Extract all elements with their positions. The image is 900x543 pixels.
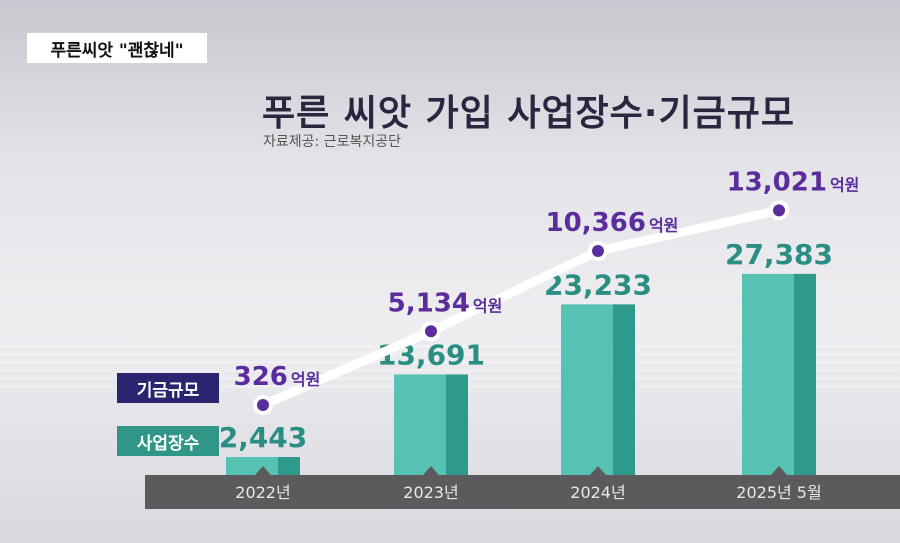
- legend-fund-size: 기금규모: [117, 373, 219, 403]
- x-tick-label-3: 2025년 5월: [736, 483, 821, 502]
- bar-3: [742, 273, 794, 475]
- fund-label-1: 5,134 억원: [388, 288, 503, 318]
- fund-label-2: 10,366 억원: [546, 208, 679, 238]
- news-caption-tag: 푸른씨앗 "괜찮네": [27, 33, 207, 63]
- fund-label-0: 326 억원: [234, 362, 321, 392]
- bar-2: [561, 304, 613, 475]
- background-stripe: [0, 361, 900, 364]
- axis-notch-0: [255, 466, 271, 475]
- x-tick-label-0: 2022년: [235, 483, 290, 502]
- x-axis-band: [145, 475, 900, 509]
- x-tick-label-2: 2024년: [570, 483, 625, 502]
- fund-point-1: [425, 325, 437, 338]
- bar-label-0: 2,443: [219, 421, 308, 454]
- bar-side-3: [793, 273, 816, 475]
- fund-point-2: [592, 245, 604, 258]
- bar-side-0: [277, 457, 300, 475]
- axis-notch-3: [771, 466, 787, 475]
- background-stripe: [0, 345, 900, 348]
- axis-notch-2: [590, 466, 606, 475]
- bar-side-1: [445, 374, 468, 475]
- background-stripe: [0, 353, 900, 356]
- chart-source: 자료제공: 근로복지공단: [263, 134, 401, 150]
- background-stripe: [0, 369, 900, 372]
- bar-label-3: 27,383: [725, 238, 833, 271]
- fund-point-0: [257, 399, 269, 412]
- bar-1: [394, 374, 446, 475]
- chart-title: 푸른 씨앗 가입 사업장수·기금규모: [262, 93, 795, 134]
- fund-point-3: [773, 204, 785, 217]
- bar-label-2: 23,233: [544, 268, 652, 301]
- bar-0: [226, 457, 278, 475]
- bar-side-2: [612, 304, 635, 475]
- legend-business-count: 사업장수: [117, 426, 219, 456]
- x-tick-label-1: 2023년: [403, 483, 458, 502]
- fund-line: [258, 205, 784, 410]
- axis-notch-1: [423, 466, 439, 475]
- fund-label-3: 13,021 억원: [727, 167, 860, 197]
